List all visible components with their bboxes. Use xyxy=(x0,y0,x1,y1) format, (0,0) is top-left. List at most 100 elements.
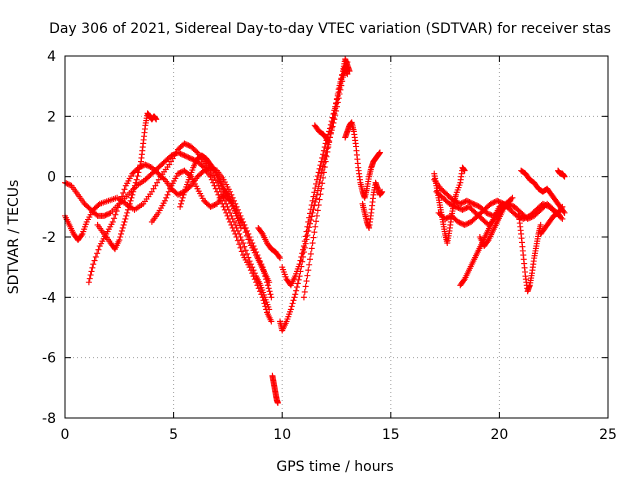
data-point xyxy=(234,206,241,213)
data-point xyxy=(230,218,237,225)
data-point xyxy=(305,218,312,225)
data-point xyxy=(379,188,386,195)
data-point xyxy=(324,137,331,144)
data-point xyxy=(322,152,329,159)
data-point xyxy=(116,200,123,207)
data-point xyxy=(462,205,469,212)
data-point xyxy=(309,240,316,247)
data-point xyxy=(298,253,305,260)
data-point xyxy=(299,250,306,257)
data-point xyxy=(521,215,528,222)
data-point xyxy=(251,270,258,277)
data-point xyxy=(185,142,192,149)
data-point xyxy=(507,197,514,204)
data-point xyxy=(234,227,241,234)
data-point xyxy=(103,211,110,218)
data-point xyxy=(211,202,218,209)
data-point xyxy=(326,134,333,141)
series-track-6 xyxy=(177,152,244,231)
data-point xyxy=(463,197,470,204)
data-point xyxy=(301,238,308,245)
data-point xyxy=(325,144,332,151)
data-point xyxy=(150,185,157,192)
data-point xyxy=(207,203,214,210)
data-point xyxy=(302,283,309,290)
data-point xyxy=(311,202,318,209)
data-point xyxy=(306,214,313,221)
data-point xyxy=(185,154,192,161)
series-track-21 xyxy=(515,212,544,295)
data-point xyxy=(121,186,128,193)
data-point xyxy=(306,261,313,268)
data-point xyxy=(176,170,183,177)
data-point xyxy=(144,162,151,169)
data-point xyxy=(464,220,471,227)
data-point xyxy=(297,257,304,264)
data-point xyxy=(214,179,221,186)
data-point xyxy=(460,277,467,284)
data-point xyxy=(143,162,150,169)
data-point xyxy=(316,165,323,172)
data-point xyxy=(245,236,252,243)
data-point xyxy=(167,158,174,165)
data-point xyxy=(447,213,454,220)
data-point xyxy=(225,206,232,213)
data-point xyxy=(189,156,196,163)
data-point xyxy=(333,100,340,107)
data-point xyxy=(454,199,461,206)
data-point xyxy=(465,220,472,227)
data-point xyxy=(171,152,178,159)
data-point xyxy=(163,194,170,201)
data-point xyxy=(247,261,254,268)
series-track-4 xyxy=(94,110,160,253)
data-point xyxy=(92,253,99,260)
data-point xyxy=(461,221,468,228)
data-point xyxy=(186,154,193,161)
data-point xyxy=(307,210,314,217)
data-point xyxy=(167,185,174,192)
data-point xyxy=(266,279,273,286)
data-point xyxy=(442,215,449,222)
data-point xyxy=(329,119,336,126)
data-point xyxy=(95,246,102,253)
data-point xyxy=(182,153,189,160)
data-point xyxy=(119,224,126,231)
data-point xyxy=(227,188,234,195)
data-point xyxy=(125,203,132,210)
data-point xyxy=(266,306,273,313)
y-tick-label: -8 xyxy=(42,411,56,427)
y-axis-label: SDTVAR / TECUs xyxy=(6,180,22,295)
data-point xyxy=(111,215,118,222)
data-point xyxy=(344,59,351,66)
data-point xyxy=(331,110,338,117)
data-point xyxy=(91,257,98,264)
data-point xyxy=(310,234,317,241)
data-point xyxy=(537,221,544,228)
data-point xyxy=(303,228,310,235)
data-point xyxy=(541,201,548,208)
data-point xyxy=(174,191,181,198)
y-tick-label: 4 xyxy=(47,49,56,65)
data-point xyxy=(90,261,97,268)
data-point xyxy=(129,191,136,198)
data-point xyxy=(543,202,550,209)
data-point xyxy=(237,244,244,251)
data-point xyxy=(249,264,256,271)
data-point xyxy=(207,173,214,180)
data-point xyxy=(310,193,317,200)
data-point xyxy=(313,212,320,219)
data-point xyxy=(95,202,102,209)
data-point xyxy=(487,211,494,218)
data-point xyxy=(181,140,188,147)
data-point xyxy=(291,294,298,301)
data-point xyxy=(182,141,189,148)
data-point xyxy=(255,285,262,292)
data-point xyxy=(114,204,121,211)
data-point xyxy=(444,214,451,221)
data-point xyxy=(300,246,307,253)
data-point xyxy=(184,141,191,148)
data-point xyxy=(294,280,301,287)
data-point xyxy=(105,211,112,218)
data-point xyxy=(309,209,316,216)
data-point xyxy=(177,200,184,207)
